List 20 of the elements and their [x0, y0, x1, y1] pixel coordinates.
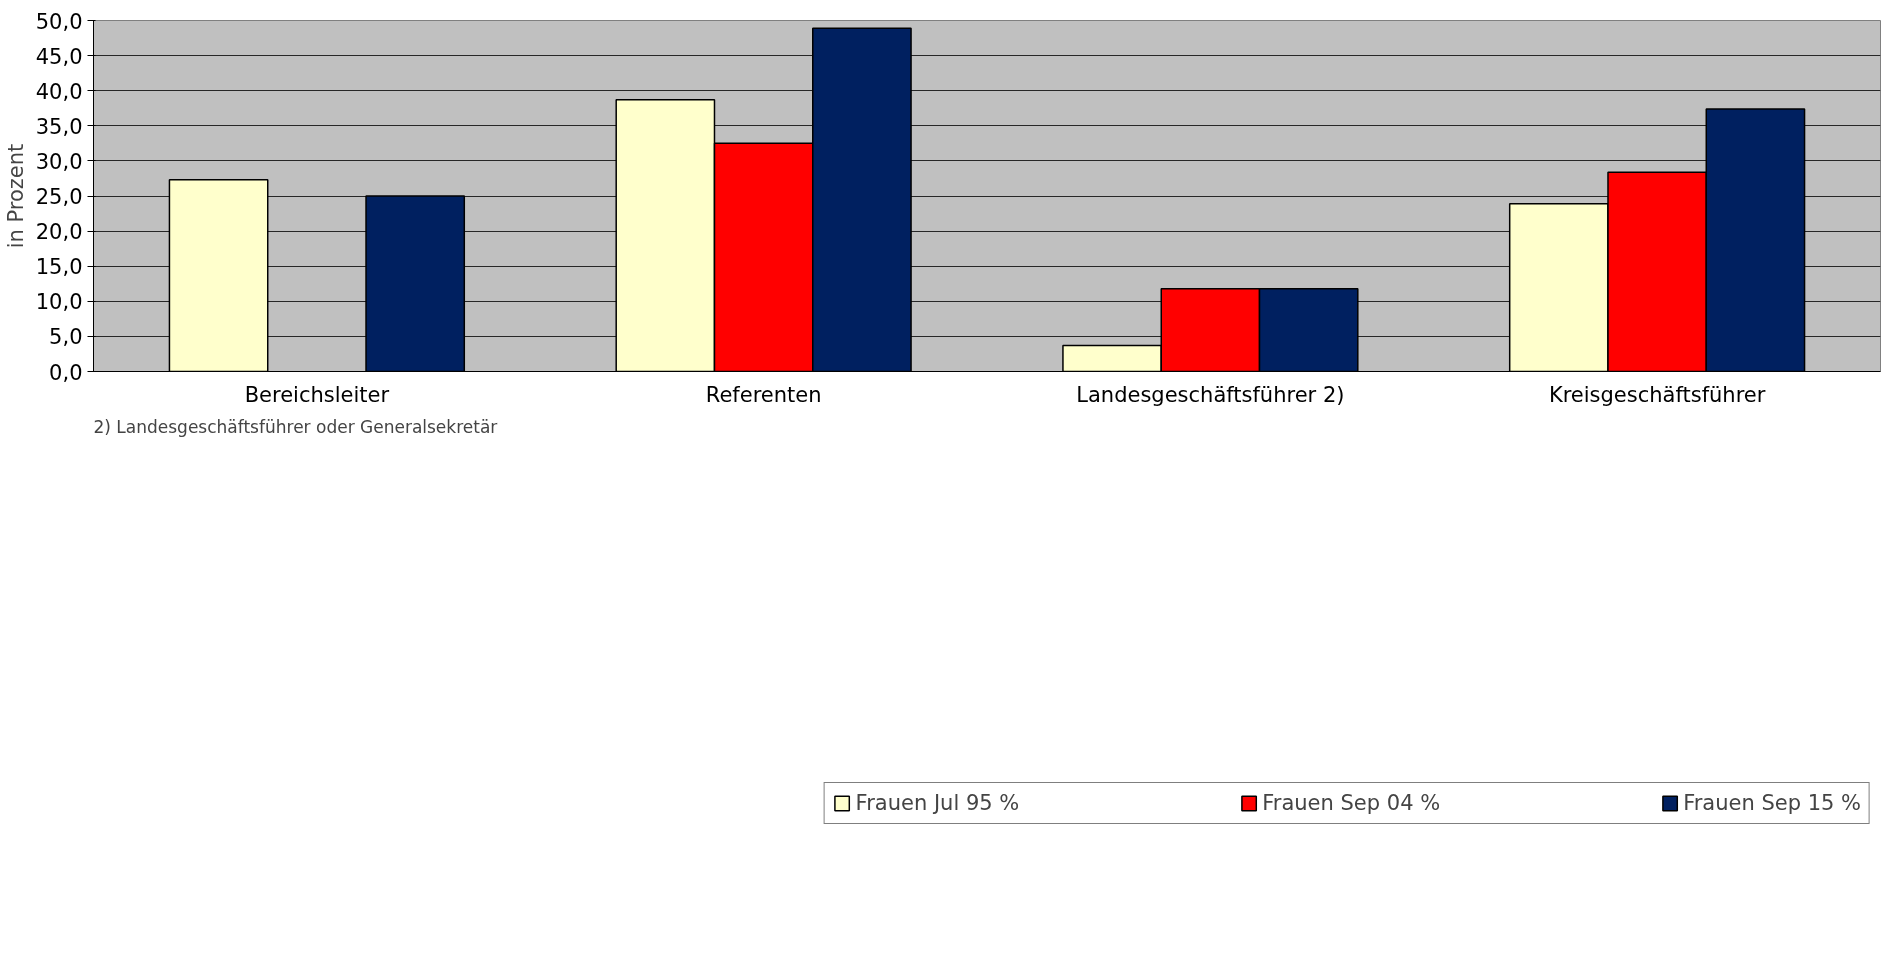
- x-tick-label: Landesgeschäftsführer 2): [1076, 382, 1345, 407]
- legend-label: Frauen Sep 04 %: [1262, 790, 1441, 815]
- legend-label: Frauen Jul 95 %: [855, 790, 1020, 815]
- x-tick-label: Referenten: [705, 382, 822, 407]
- y-tick-label: 20,0: [35, 220, 83, 245]
- y-tick-label: 45,0: [35, 44, 83, 69]
- y-tick-label: 10,0: [35, 290, 83, 315]
- x-tick-label: Kreisgeschäftsführer: [1548, 382, 1766, 407]
- y-tick-label: 35,0: [35, 114, 83, 139]
- y-tick-label: 5,0: [49, 325, 83, 350]
- legend-label: Frauen Sep 15 %: [1683, 790, 1861, 815]
- y-tick-label: 50,0: [35, 9, 83, 34]
- y-axis-title: in Prozent: [3, 143, 28, 249]
- y-tick-label: 30,0: [35, 149, 83, 174]
- y-tick-label: 15,0: [35, 255, 83, 280]
- y-tick-label: 0,0: [49, 360, 83, 385]
- y-tick-label: 25,0: [35, 185, 83, 209]
- x-tick-label: Bereichsleiter: [244, 382, 390, 407]
- text: 2) Landesgeschäftsführer oder Generalsekretär: [93, 416, 498, 437]
- y-tick-label: 40,0: [35, 79, 83, 104]
